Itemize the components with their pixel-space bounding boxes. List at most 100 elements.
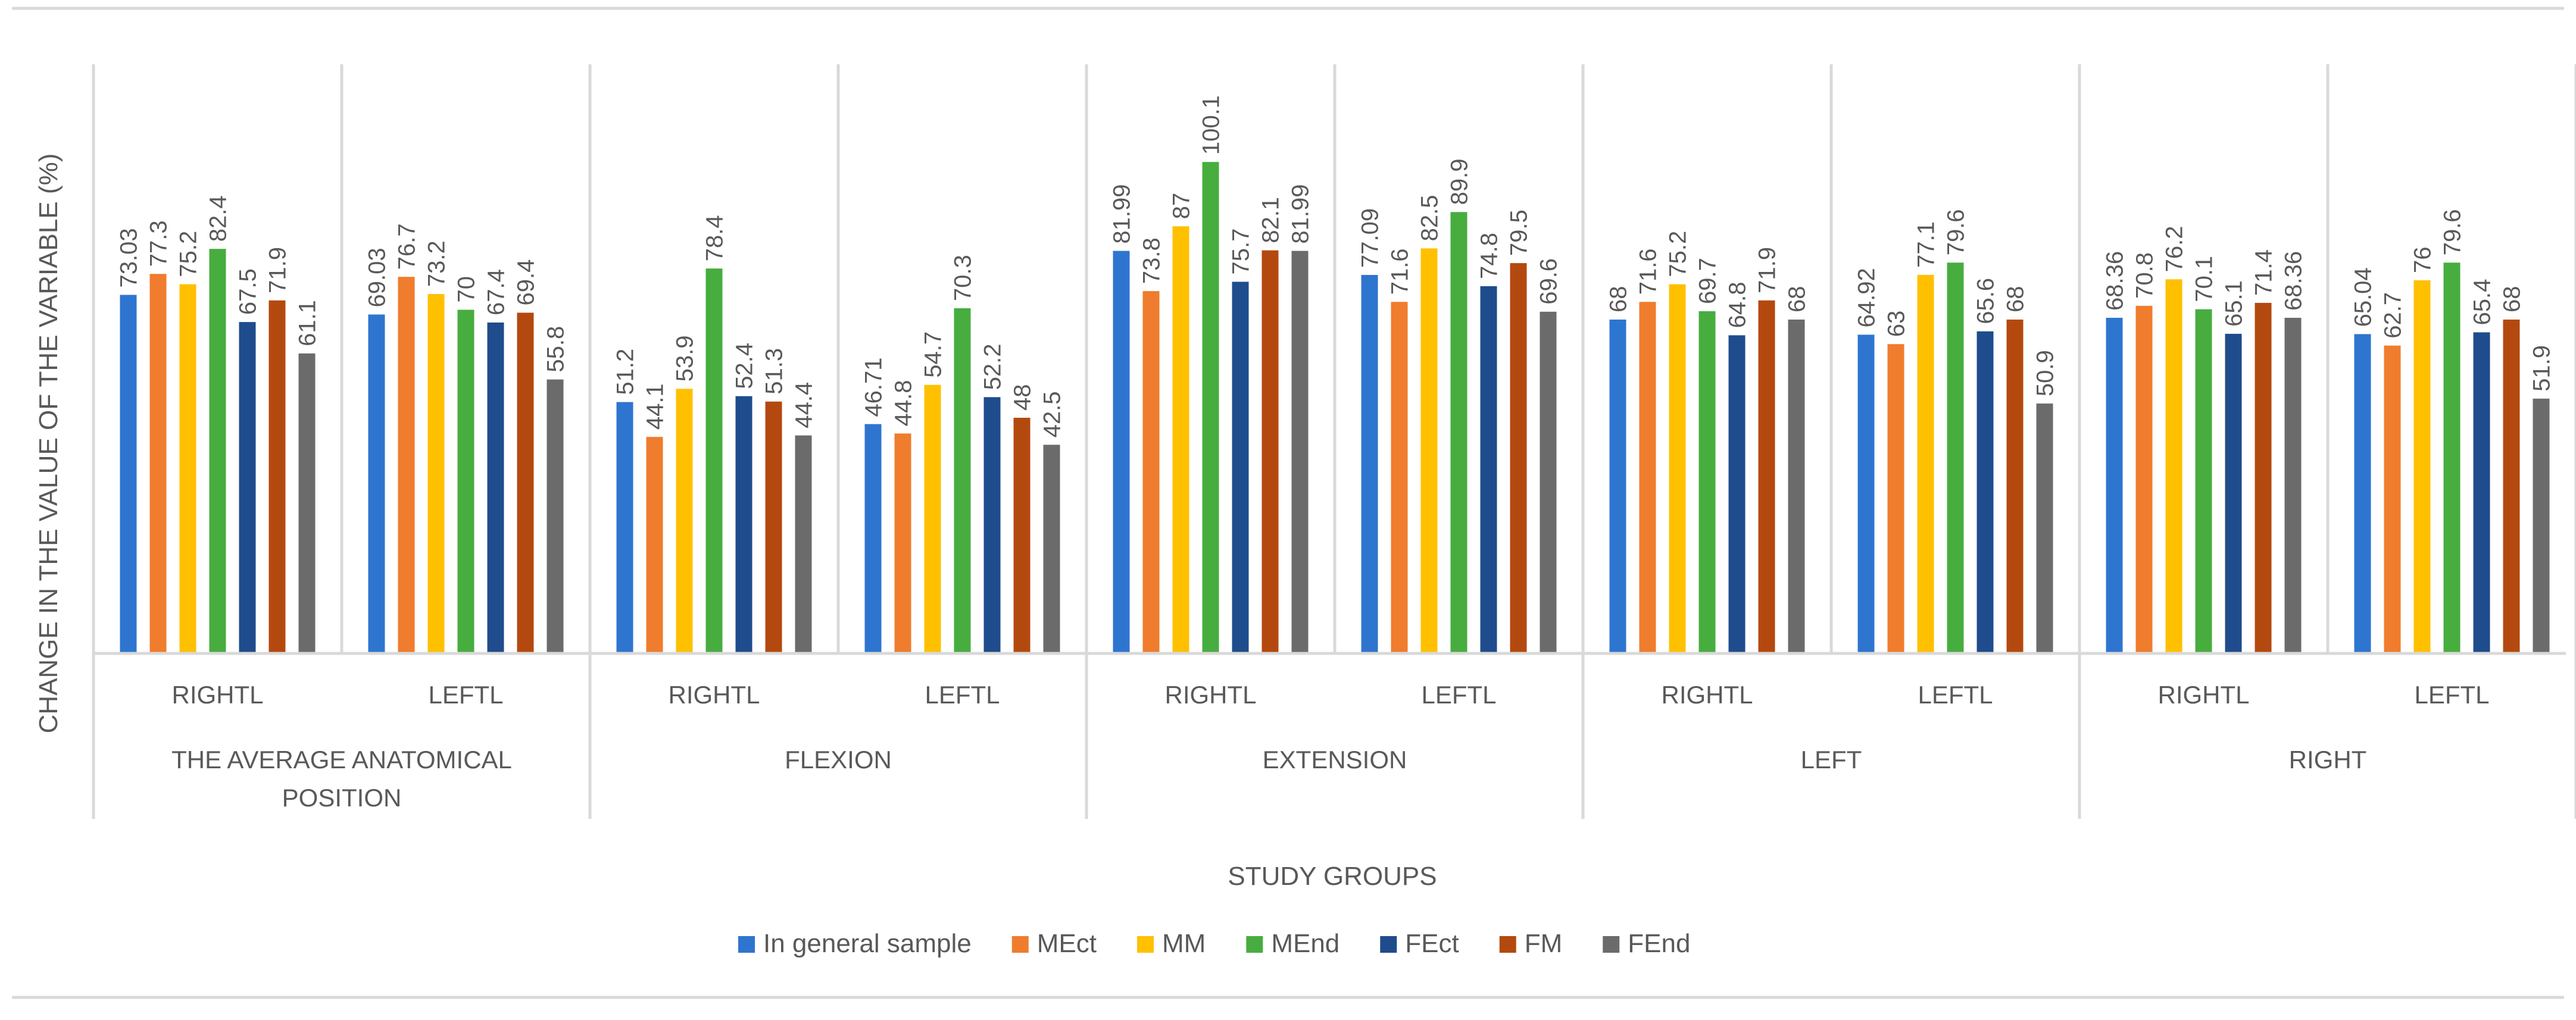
legend-label: MM bbox=[1162, 929, 1206, 958]
bar-left-leftl-fend bbox=[2036, 403, 2053, 653]
bar-the-average-anatomical-position-leftl-in-general-sample bbox=[368, 314, 385, 653]
bar-left-rightl-mend bbox=[1698, 311, 1716, 653]
subcategory-label: RIGHTL bbox=[2157, 681, 2249, 709]
data-label: 75.7 bbox=[1228, 229, 1254, 275]
data-label: 69.7 bbox=[1695, 258, 1721, 304]
legend-swatch bbox=[738, 936, 755, 953]
data-label: 68.36 bbox=[2281, 251, 2307, 311]
bar-right-leftl-mect bbox=[2384, 345, 2401, 653]
data-label: 54.7 bbox=[920, 331, 947, 378]
data-label: 65.4 bbox=[2469, 279, 2496, 326]
bar-right-rightl-fm bbox=[2255, 302, 2272, 653]
bar-right-rightl-in-general-sample bbox=[2106, 318, 2123, 653]
data-label: 82.5 bbox=[1417, 195, 1443, 242]
subcategory-label: RIGHTL bbox=[1661, 681, 1753, 709]
bar-extension-leftl-mm bbox=[1420, 248, 1438, 653]
legend-label: FEnd bbox=[1628, 929, 1690, 958]
data-label: 75.2 bbox=[176, 231, 202, 277]
bar-flexion-leftl-fect bbox=[983, 397, 1001, 653]
bar-right-leftl-in-general-sample bbox=[2354, 334, 2371, 653]
legend-label: In general sample bbox=[763, 929, 972, 958]
data-label: 48 bbox=[1010, 384, 1036, 411]
subcategory-label: LEFTL bbox=[925, 681, 1000, 709]
subcategory-label: RIGHTL bbox=[668, 681, 760, 709]
data-label: 55.8 bbox=[543, 326, 569, 373]
data-label: 71.9 bbox=[265, 247, 291, 293]
bar-the-average-anatomical-position-rightl-mect bbox=[149, 274, 167, 653]
data-label: 71.4 bbox=[2251, 249, 2277, 296]
data-label: 79.6 bbox=[2440, 209, 2466, 255]
bar-right-leftl-fect bbox=[2473, 332, 2490, 653]
data-label: 76.2 bbox=[2162, 226, 2188, 272]
data-label: 46.71 bbox=[861, 358, 887, 417]
bar-left-leftl-mect bbox=[1887, 344, 1904, 653]
bar-the-average-anatomical-position-leftl-fend bbox=[547, 379, 564, 653]
bar-left-leftl-mend bbox=[1947, 262, 1964, 653]
bar-flexion-rightl-fect bbox=[735, 396, 752, 653]
data-label: 68 bbox=[2003, 286, 2029, 313]
bar-flexion-leftl-fm bbox=[1013, 418, 1031, 653]
legend-swatch bbox=[1380, 936, 1397, 953]
legend-label: MEnd bbox=[1271, 929, 1339, 958]
bar-right-leftl-mend bbox=[2443, 262, 2461, 653]
data-label: 82.4 bbox=[205, 195, 232, 242]
bar-flexion-leftl-mend bbox=[954, 308, 971, 653]
legend-item-in-general-sample: In general sample bbox=[738, 929, 972, 958]
subcategory-label: LEFTL bbox=[1421, 681, 1496, 709]
data-label: 69.4 bbox=[513, 259, 539, 306]
bar-the-average-anatomical-position-rightl-fm bbox=[268, 300, 286, 653]
y-axis-title: CHANGE IN THE VALUE OF THE VARIABLE (%) bbox=[34, 154, 63, 734]
data-label: 44.8 bbox=[891, 380, 917, 427]
data-label: 44.1 bbox=[642, 383, 669, 430]
bar-flexion-leftl-mect bbox=[894, 433, 911, 653]
subcategory-label: RIGHTL bbox=[171, 681, 263, 709]
legend-item-fend: FEnd bbox=[1603, 929, 1690, 958]
data-label: 76 bbox=[2410, 247, 2436, 274]
bar-left-leftl-fect bbox=[1977, 331, 1994, 653]
data-label: 73.8 bbox=[1139, 237, 1165, 284]
data-label: 70 bbox=[454, 276, 480, 303]
bar-right-rightl-fect bbox=[2225, 333, 2242, 653]
bar-extension-rightl-mend bbox=[1202, 162, 1219, 653]
data-label: 73.2 bbox=[424, 240, 450, 287]
data-label: 69.6 bbox=[1536, 258, 1562, 305]
data-label: 65.6 bbox=[1973, 278, 1999, 324]
data-label: 69.03 bbox=[364, 248, 391, 307]
data-label: 77.3 bbox=[146, 220, 172, 267]
bar-left-rightl-mect bbox=[1639, 302, 1656, 653]
bar-extension-rightl-mect bbox=[1142, 291, 1160, 653]
bar-the-average-anatomical-position-rightl-mend bbox=[209, 249, 226, 653]
data-label: 70.8 bbox=[2132, 252, 2158, 299]
bar-the-average-anatomical-position-leftl-mend bbox=[457, 309, 474, 653]
bar-the-average-anatomical-position-rightl-fect bbox=[239, 322, 256, 653]
category-labels: RIGHTL LEFTL THE AVERAGE ANATOMICAL POSITIO… bbox=[171, 681, 2489, 812]
data-label: 61.1 bbox=[295, 300, 321, 346]
data-label: 68 bbox=[1606, 286, 1632, 313]
data-label: 64.92 bbox=[1854, 268, 1880, 327]
category-label: FLEXION bbox=[785, 746, 892, 774]
data-label: 50.9 bbox=[2032, 350, 2059, 396]
bar-extension-rightl-mm bbox=[1172, 226, 1189, 653]
subcategory-label: LEFTL bbox=[2414, 681, 2489, 709]
legend: In general sample MEct MM MEnd FEct FM FEnd bbox=[738, 929, 1690, 958]
category-label: THE AVERAGE ANATOMICAL bbox=[171, 746, 512, 774]
subcategory-label: RIGHTL bbox=[1164, 681, 1256, 709]
bar-extension-leftl-fm bbox=[1510, 263, 1527, 653]
bar-right-leftl-fm bbox=[2503, 320, 2520, 653]
bar-extension-leftl-fend bbox=[1540, 311, 1557, 653]
data-label: 78.4 bbox=[702, 215, 728, 261]
data-label: 79.5 bbox=[1506, 209, 1532, 256]
bar-the-average-anatomical-position-rightl-mm bbox=[179, 284, 196, 654]
legend-item-mect: MEct bbox=[1011, 929, 1097, 958]
data-label: 52.4 bbox=[732, 343, 758, 389]
legend-label: FEct bbox=[1405, 929, 1459, 958]
data-label: 68.36 bbox=[2102, 251, 2128, 311]
bar-flexion-leftl-fend bbox=[1043, 445, 1060, 653]
bar-flexion-rightl-mect bbox=[646, 437, 663, 653]
bar-left-rightl-fm bbox=[1758, 300, 1775, 653]
bar-right-leftl-mm bbox=[2413, 280, 2431, 653]
category-separators bbox=[92, 64, 2576, 819]
legend-swatch bbox=[1499, 936, 1516, 953]
